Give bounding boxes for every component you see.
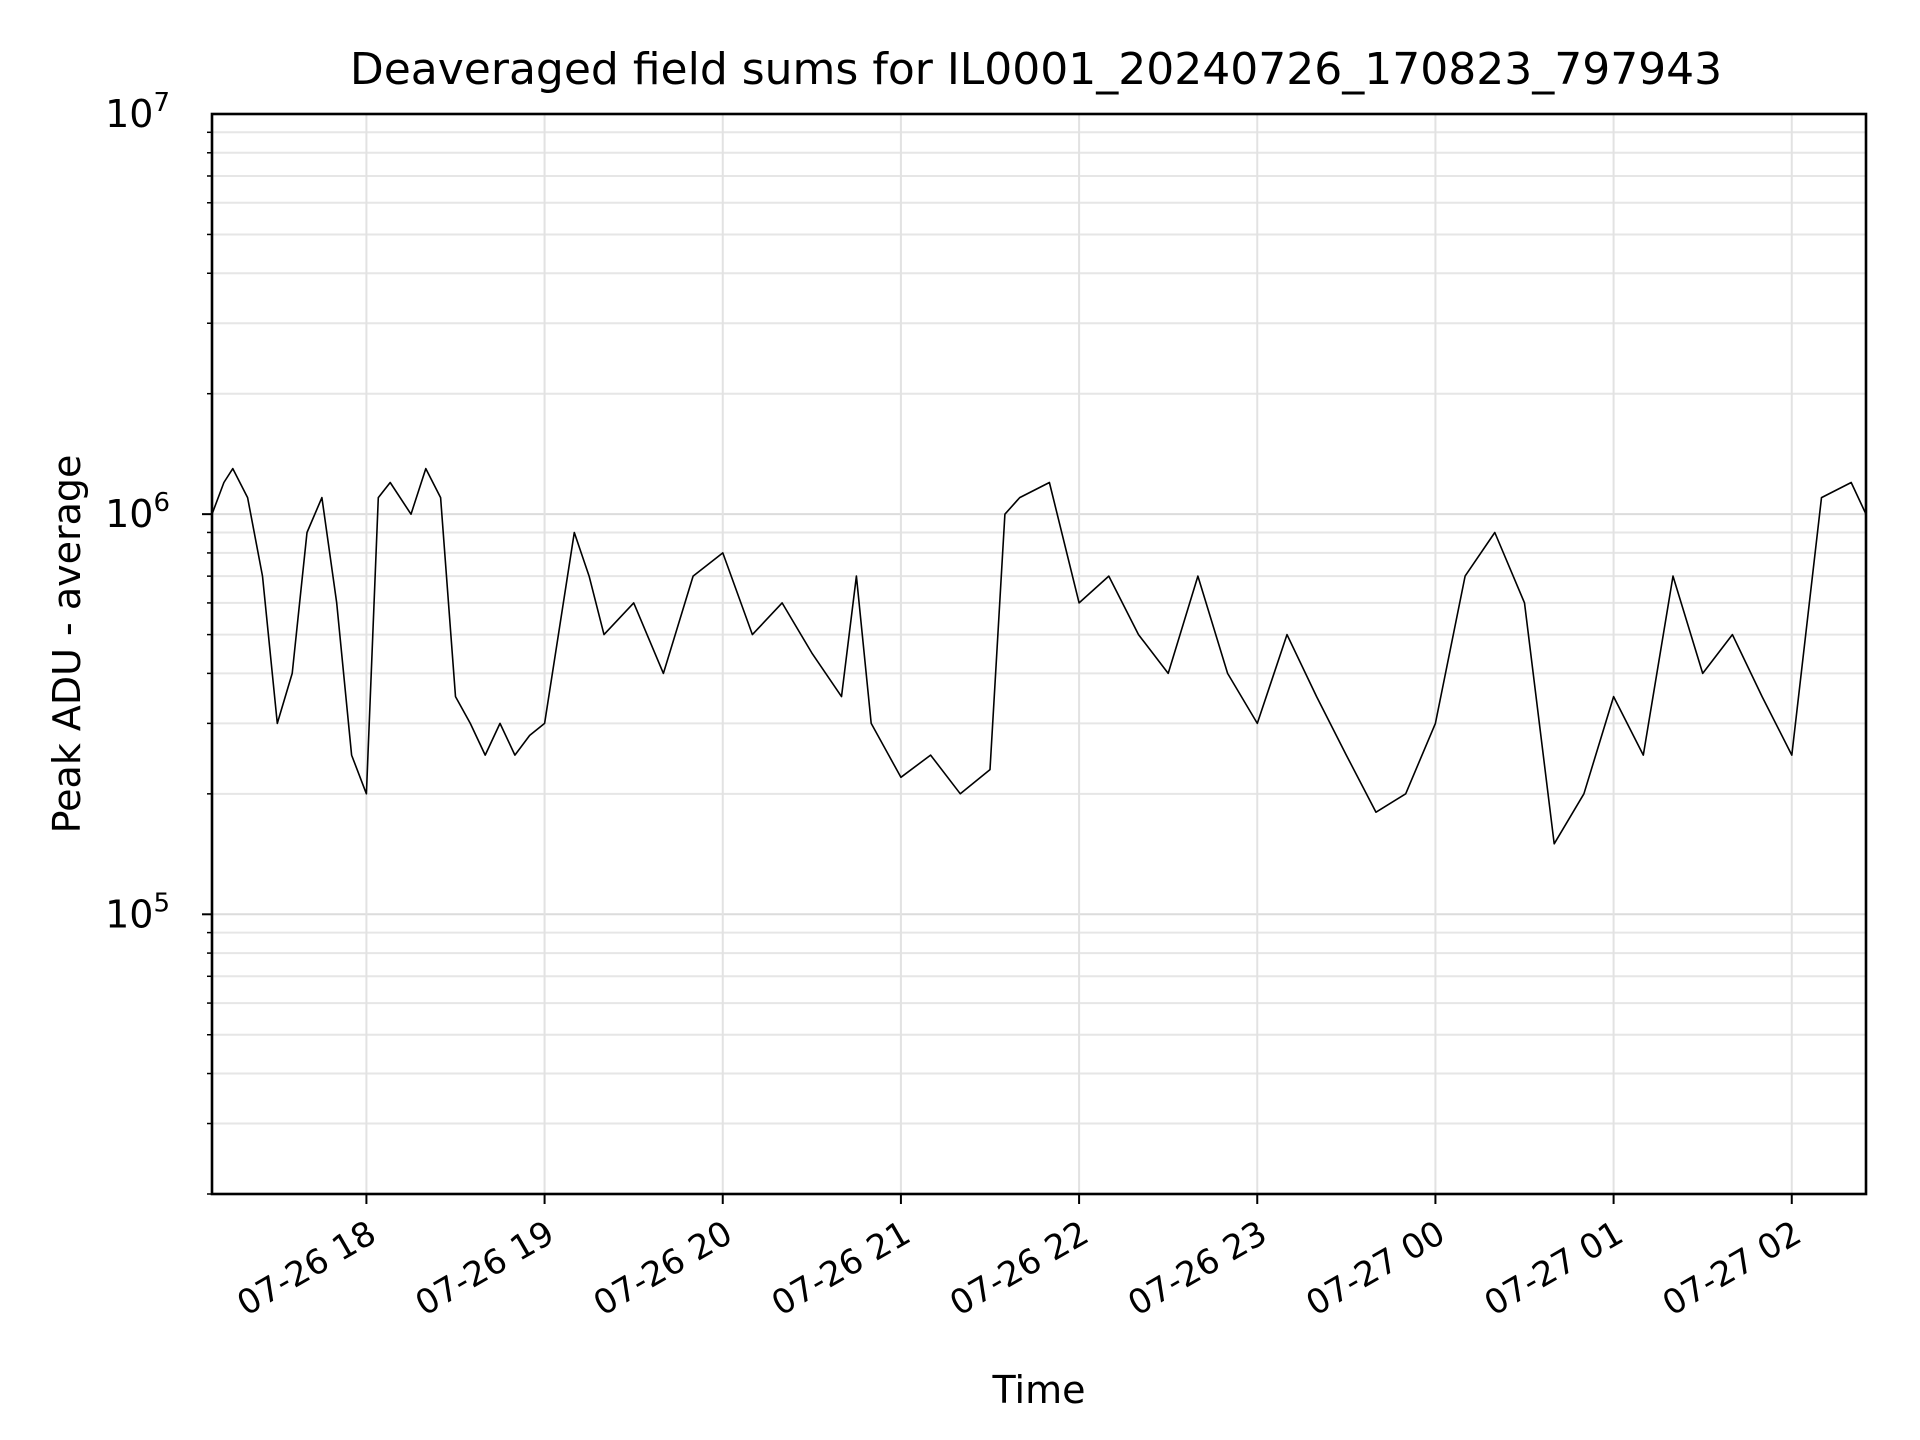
y-tick-label: 107 <box>105 88 170 136</box>
plot-area <box>211 467 1867 845</box>
y-tick-label: 106 <box>105 488 170 536</box>
y-axis-label: Peak ADU - average <box>45 455 89 834</box>
series-line <box>211 467 1867 845</box>
x-axis-label: Time <box>992 1368 1086 1412</box>
y-tick-label: 105 <box>105 888 170 936</box>
chart-title: Deaveraged field sums for IL0001_2024072… <box>350 44 1722 95</box>
y-axis: 105 106 107 <box>105 88 212 1195</box>
plot-frame <box>210 112 1868 1196</box>
grid-lines <box>212 114 1866 1195</box>
